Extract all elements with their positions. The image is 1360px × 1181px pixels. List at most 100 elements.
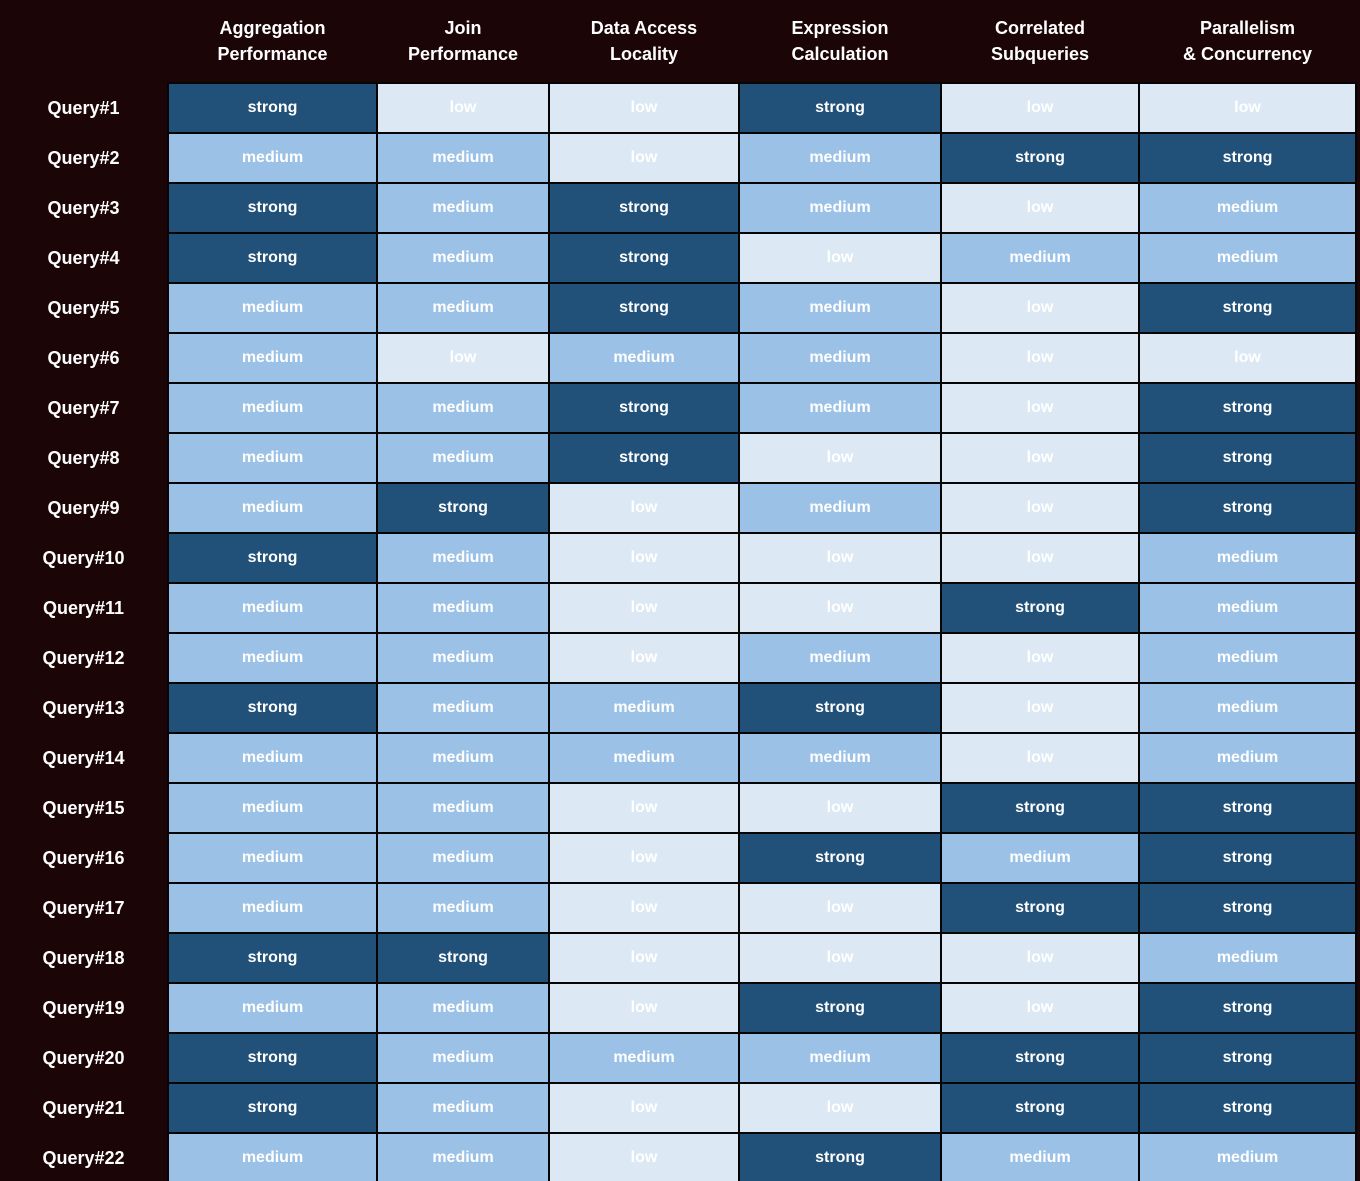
heatmap-cell: low	[738, 582, 942, 634]
heatmap-cell: medium	[376, 732, 550, 784]
table-row-12: Query#12 medium medium low medium low medium	[0, 632, 1357, 684]
heatmap-cell: strong	[738, 832, 942, 884]
heatmap-cell: low	[940, 932, 1140, 984]
heatmap-cell: low	[548, 632, 740, 684]
table-row-2: Query#2 medium medium low medium strong strong	[0, 132, 1357, 184]
heatmap-cell: strong	[167, 932, 378, 984]
heatmap-cell: medium	[376, 982, 550, 1034]
row-label: Query#6	[47, 347, 120, 368]
heatmap-cell: strong	[940, 782, 1140, 834]
heatmap-cell: strong	[1138, 982, 1357, 1034]
heatmap-cell: medium	[167, 732, 378, 784]
heatmap-cell: strong	[548, 182, 740, 234]
heatmap-cell: medium	[1138, 682, 1357, 734]
heatmap-cell: medium	[738, 482, 942, 534]
heatmap-cell: medium	[376, 1132, 550, 1181]
table-row-17: Query#17 medium medium low low strong strong	[0, 882, 1357, 934]
heatmap-cell: medium	[376, 282, 550, 334]
row-label: Query#12	[42, 647, 125, 668]
table-row-14: Query#14 medium medium medium medium low mediu…	[0, 732, 1357, 784]
table-row-5: Query#5 medium medium strong medium low strong	[0, 282, 1357, 334]
column-header-line2: Calculation	[791, 44, 889, 64]
table-row-10: Query#10 strong medium low low low medium	[0, 532, 1357, 584]
heatmap-cell: low	[738, 882, 942, 934]
column-header-line2: & Concurrency	[1182, 44, 1313, 64]
heatmap-cell: medium	[940, 232, 1140, 284]
column-header-line1: Data Access	[590, 18, 698, 38]
heatmap-cell: medium	[376, 582, 550, 634]
column-header-line2: Performance	[407, 44, 519, 64]
row-label: Query#5	[47, 297, 120, 318]
column-header-line1: Correlated	[994, 18, 1086, 38]
heatmap-cell: low	[548, 982, 740, 1034]
column-header-6: Parallelism & Concurrency	[1139, 0, 1356, 83]
heatmap-cell: low	[940, 982, 1140, 1034]
heatmap-cell: medium	[738, 732, 942, 784]
heatmap-cell: low	[940, 732, 1140, 784]
column-header-line2: Performance	[217, 44, 328, 64]
heatmap-cell: medium	[167, 132, 378, 184]
table-row-6: Query#6 medium low medium medium low low	[0, 332, 1357, 384]
heatmap-cell: low	[548, 882, 740, 934]
row-label: Query#8	[47, 447, 120, 468]
heatmap-cell: strong	[548, 382, 740, 434]
heatmap-cell: low	[738, 232, 942, 284]
heatmap-cell: strong	[738, 982, 942, 1034]
column-header-line2: Subqueries	[990, 44, 1090, 64]
table-row-20: Query#20 strong medium medium medium strong st…	[0, 1032, 1357, 1084]
row-label: Query#11	[42, 597, 125, 618]
row-label: Query#17	[42, 897, 125, 918]
row-label: Query#3	[47, 197, 120, 218]
heatmap-cell: low	[940, 632, 1140, 684]
heatmap-cell: low	[548, 132, 740, 184]
heatmap-cell: strong	[167, 682, 378, 734]
heatmap-cell: medium	[376, 132, 550, 184]
heatmap-cell: medium	[1138, 582, 1357, 634]
heatmap-cell: medium	[376, 632, 550, 684]
heatmap-cell: medium	[1138, 532, 1357, 584]
table-row-16: Query#16 medium medium low strong medium stron…	[0, 832, 1357, 884]
heatmap-cell: medium	[376, 782, 550, 834]
heatmap-cell: strong	[1138, 482, 1357, 534]
column-header-5: Correlated Subqueries	[941, 0, 1139, 83]
heatmap-cell: medium	[376, 182, 550, 234]
table-row-22: Query#22 medium medium low strong medium mediu…	[0, 1132, 1357, 1181]
heatmap-cell: strong	[167, 82, 378, 134]
table-row-3: Query#3 strong medium strong medium low medium	[0, 182, 1357, 234]
heatmap-cell: strong	[376, 932, 550, 984]
table-row-8: Query#8 medium medium strong low low strong	[0, 432, 1357, 484]
table-row-11: Query#11 medium medium low low strong medium	[0, 582, 1357, 634]
column-header-1: Aggregation Performance	[168, 0, 377, 83]
heatmap-cell: strong	[167, 1032, 378, 1084]
row-label: Query#16	[42, 847, 125, 868]
heatmap-cell: strong	[167, 1082, 378, 1134]
heatmap-cell: medium	[738, 132, 942, 184]
table-row-15: Query#15 medium medium low low strong strong	[0, 782, 1357, 834]
row-label: Query#10	[42, 547, 125, 568]
heatmap-cell: medium	[167, 982, 378, 1034]
heatmap-cell: medium	[167, 1132, 378, 1181]
heatmap-cell: strong	[1138, 132, 1357, 184]
heatmap-cell: medium	[376, 882, 550, 934]
heatmap-cell: strong	[1138, 382, 1357, 434]
row-label: Query#7	[47, 397, 120, 418]
heatmap-cell: strong	[940, 1082, 1140, 1134]
heatmap-cell: strong	[1138, 1032, 1357, 1084]
heatmap-cell: low	[548, 782, 740, 834]
heatmap-cell: low	[376, 332, 550, 384]
heatmap-cell: low	[940, 482, 1140, 534]
heatmap-cell: strong	[548, 282, 740, 334]
heatmap-cell: low	[738, 432, 942, 484]
column-header-4: Expression Calculation	[739, 0, 941, 83]
heatmap-cell: strong	[548, 232, 740, 284]
heatmap-cell: medium	[376, 532, 550, 584]
row-label: Query#20	[42, 1047, 125, 1068]
heatmap-cell: medium	[167, 882, 378, 934]
row-label: Query#18	[42, 947, 125, 968]
heatmap-cell: strong	[1138, 882, 1357, 934]
heatmap-cell: low	[738, 932, 942, 984]
heatmap-cell: strong	[548, 432, 740, 484]
heatmap-cell: medium	[376, 1032, 550, 1084]
heatmap-cell: low	[548, 482, 740, 534]
heatmap-cell: strong	[940, 1032, 1140, 1084]
